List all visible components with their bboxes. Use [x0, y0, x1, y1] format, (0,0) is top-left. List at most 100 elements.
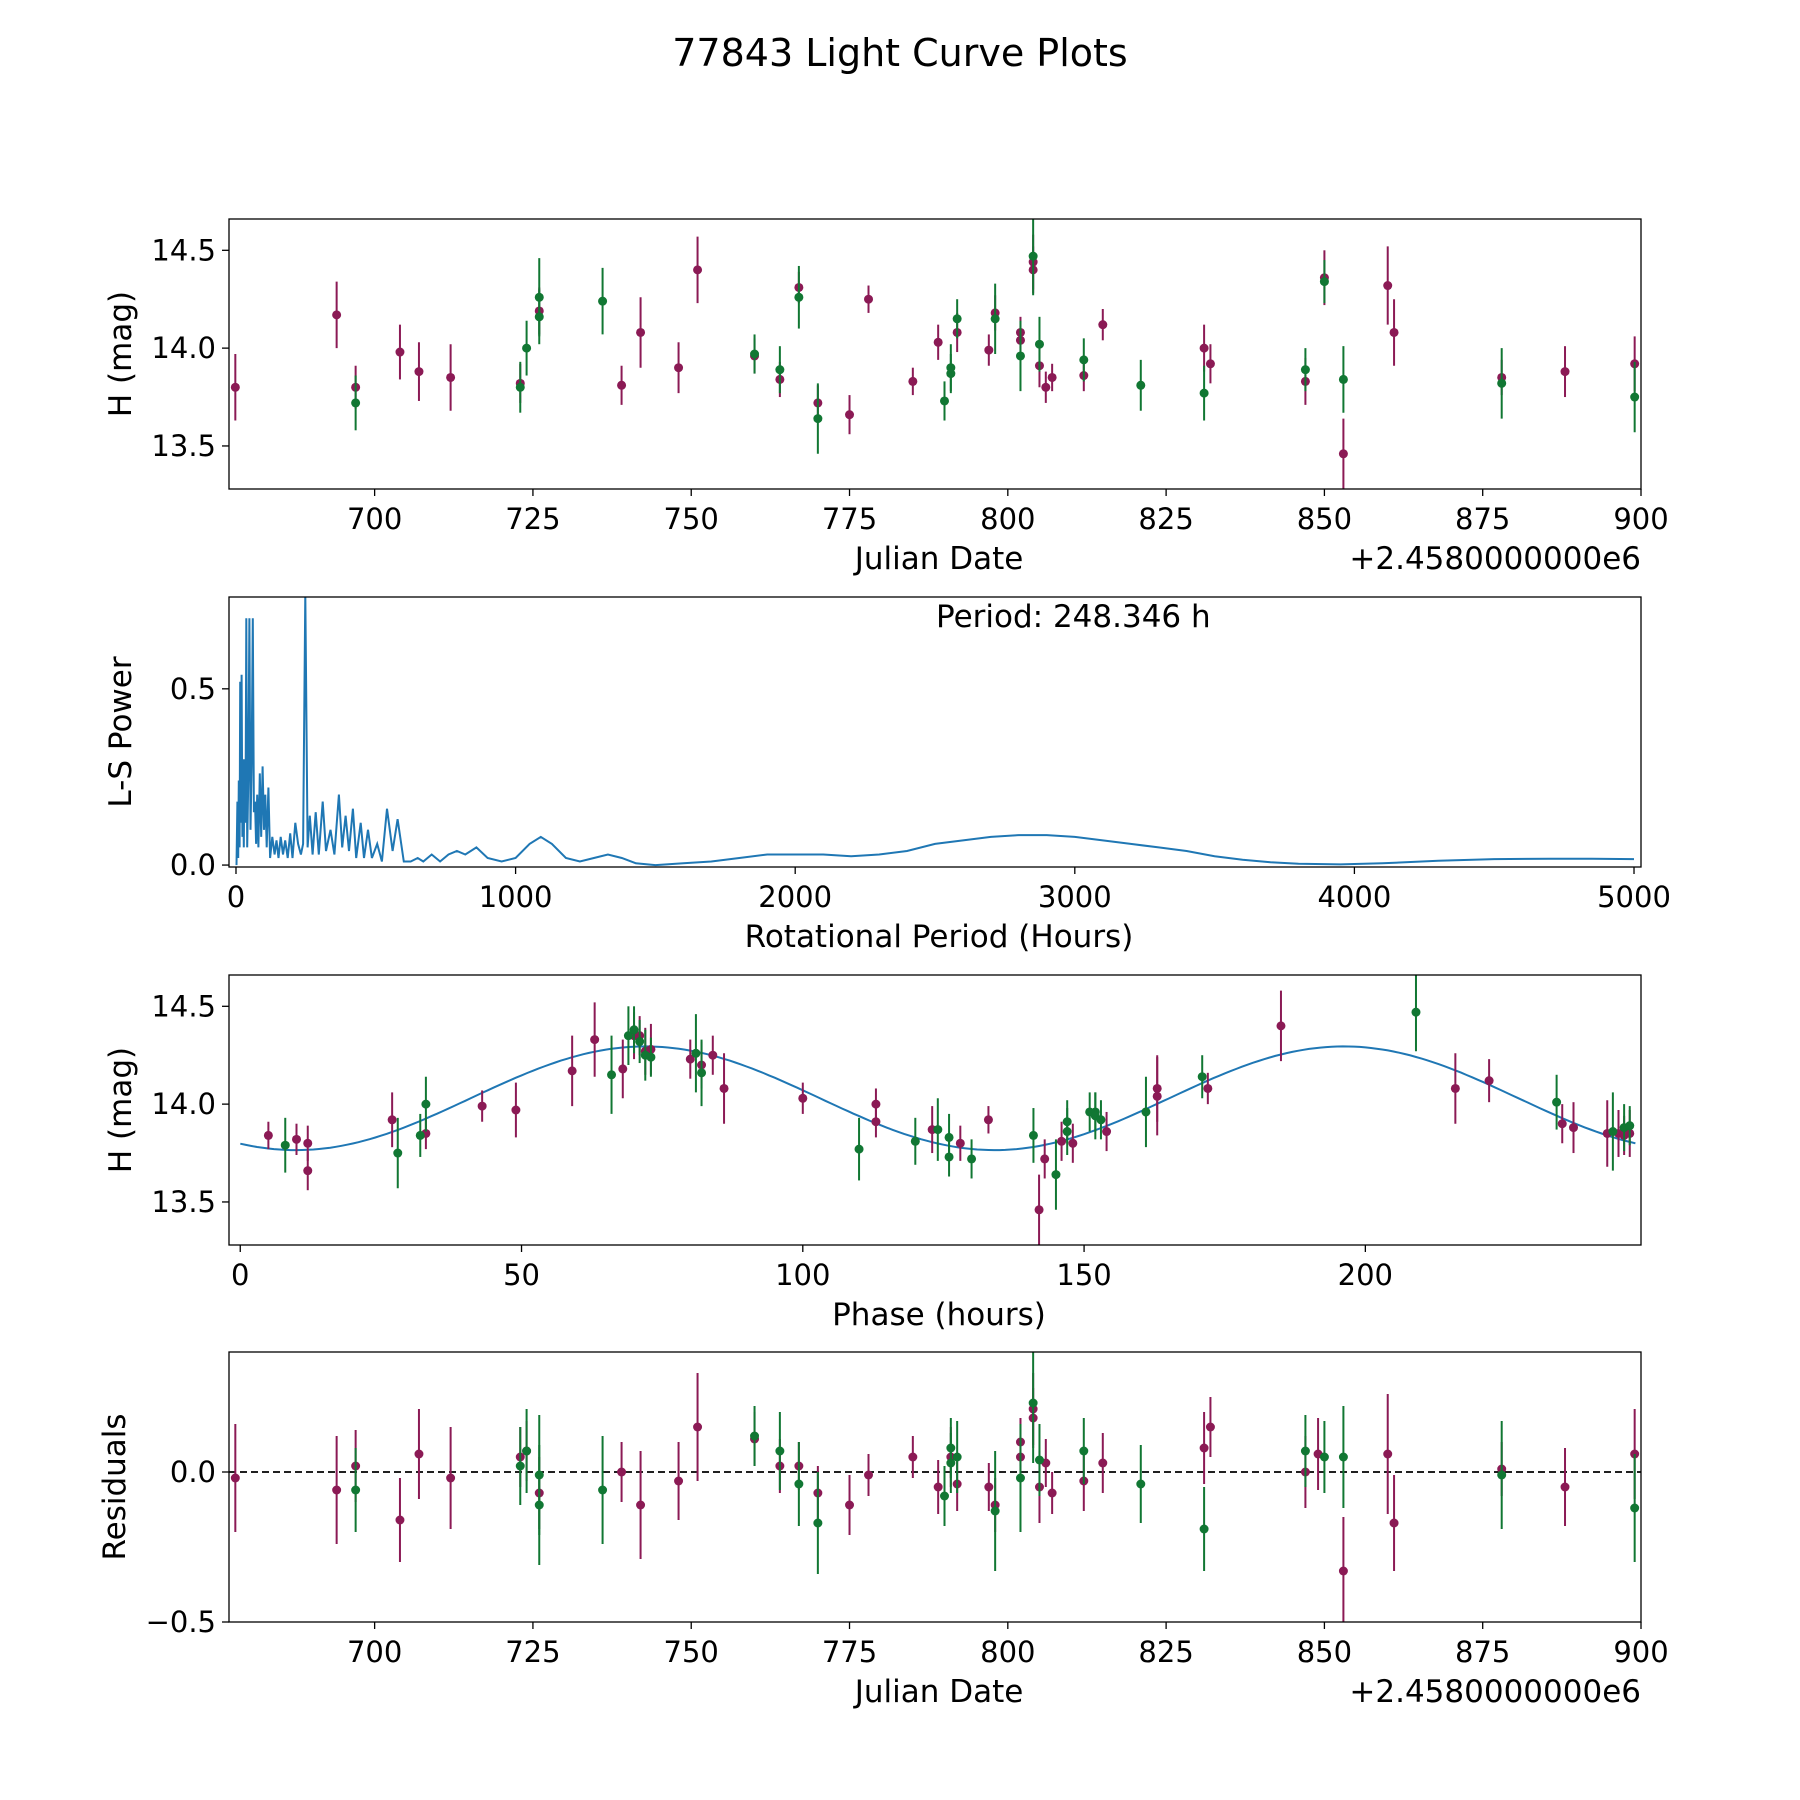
data-point [618, 1064, 628, 1074]
data-point [1497, 378, 1507, 388]
data-point [1557, 1119, 1567, 1129]
data-point [871, 1117, 881, 1127]
data-point [1411, 1007, 1421, 1017]
y-tick-label: 13.5 [151, 1185, 216, 1219]
data-point [598, 1485, 608, 1495]
y-tick-label: −0.5 [146, 1605, 216, 1639]
data-point [1015, 1473, 1025, 1483]
data-point [351, 398, 361, 408]
data-point [864, 1470, 874, 1480]
data-point [567, 1066, 577, 1076]
data-point [230, 1473, 240, 1483]
data-point [813, 1518, 823, 1528]
y-tick-label: 0.5 [170, 672, 216, 706]
data-point [685, 1054, 695, 1064]
x-tick-label: 5000 [1597, 880, 1671, 914]
data-point [635, 1037, 645, 1047]
x-tick-label: 900 [1613, 1635, 1668, 1669]
data-point [1383, 281, 1393, 291]
data-point [617, 380, 627, 390]
data-point [646, 1052, 656, 1062]
x-tick-label: 850 [1297, 502, 1352, 536]
data-point [1450, 1083, 1460, 1093]
x-offset-label: +2.4580000000e6 [1349, 1674, 1641, 1710]
data-point [1338, 1566, 1348, 1576]
data-point [1068, 1138, 1078, 1148]
data-point [1625, 1121, 1635, 1131]
x-tick-label: 750 [664, 1635, 719, 1669]
x-tick-label: 50 [503, 1258, 540, 1292]
x-tick-label: 0 [227, 880, 245, 914]
data-point [1389, 327, 1399, 337]
x-tick-label: 775 [822, 1635, 877, 1669]
data-point [871, 1099, 881, 1109]
data-point [1141, 1107, 1151, 1117]
data-point [280, 1140, 290, 1150]
data-point [623, 1031, 633, 1041]
data-point [263, 1130, 273, 1140]
data-point [798, 1093, 808, 1103]
data-point [854, 1144, 864, 1154]
data-point [598, 296, 608, 306]
data-point [946, 363, 956, 373]
x-tick-label: 875 [1455, 502, 1510, 536]
data-point [693, 265, 703, 275]
plot-area [235, 597, 1635, 867]
data-point [636, 1500, 646, 1510]
data-point [387, 1115, 397, 1125]
y-axis-label: H (mag) [103, 291, 139, 417]
data-point [230, 382, 240, 392]
data-point [414, 367, 424, 377]
x-axis-label: Julian Date [853, 1674, 1024, 1710]
panel-periodogram: 0 1000 2000 3000 4000 5000 0.0 0.5 Rotational Pe… [103, 596, 1671, 955]
period-annotation: Period: 248.346 h [936, 599, 1211, 635]
data-point [984, 1482, 994, 1492]
data-point [775, 365, 785, 375]
data-point [990, 314, 1000, 324]
data-point [933, 337, 943, 347]
data-point [1034, 1455, 1044, 1465]
data-point [1051, 1170, 1061, 1180]
data-point [864, 294, 874, 304]
y-tick-label: 0.0 [170, 1455, 216, 1489]
y-axis-label: H (mag) [103, 1047, 139, 1173]
data-point [1338, 1452, 1348, 1462]
data-point [1389, 1518, 1399, 1528]
series-line [235, 597, 1635, 867]
data-point [303, 1166, 313, 1176]
data-point [1205, 1422, 1215, 1432]
data-point [952, 1452, 962, 1462]
data-point [845, 410, 855, 420]
data-point [1057, 1136, 1067, 1146]
data-point [813, 414, 823, 424]
data-point [990, 1506, 1000, 1516]
axes-frame [228, 218, 1642, 490]
x-tick-label: 4000 [1317, 880, 1391, 914]
plot-area [229, 1352, 1641, 1622]
x-tick-label: 800 [980, 502, 1035, 536]
data-point [794, 292, 804, 302]
data-point [697, 1068, 707, 1078]
x-axis-label: Rotational Period (Hours) [745, 919, 1134, 955]
data-point [750, 349, 760, 359]
y-tick-label: 13.5 [151, 429, 216, 463]
data-point [617, 1467, 627, 1477]
data-point [534, 1500, 544, 1510]
data-point [1338, 449, 1348, 459]
data-point [1276, 1021, 1286, 1031]
x-tick-label: 3000 [1038, 880, 1112, 914]
data-point [303, 1138, 313, 1148]
data-point [590, 1035, 600, 1045]
data-point [939, 396, 949, 406]
x-tick-label: 700 [347, 502, 402, 536]
y-tick-label: 0.0 [170, 848, 216, 882]
x-tick-label: 700 [347, 1635, 402, 1669]
data-point [1568, 1123, 1578, 1133]
data-point [946, 1443, 956, 1453]
data-point [534, 312, 544, 322]
data-point [393, 1148, 403, 1158]
data-point [1136, 380, 1146, 390]
x-tick-label: 775 [822, 502, 877, 536]
x-tick-label: 825 [1138, 502, 1193, 536]
